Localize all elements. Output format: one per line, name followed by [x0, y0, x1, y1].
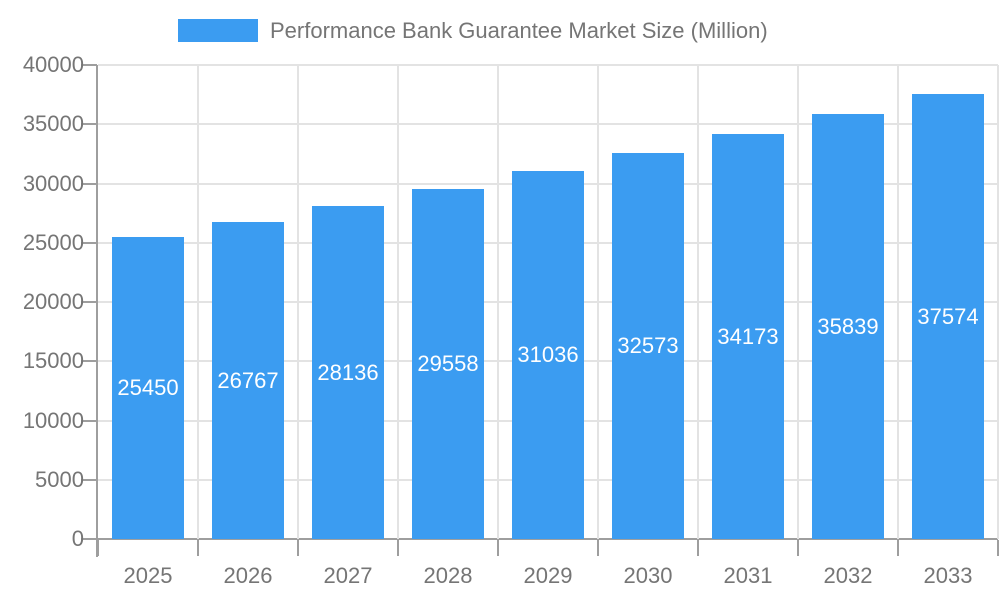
y-axis-tick	[81, 538, 97, 540]
x-axis-tick	[197, 540, 199, 556]
y-axis-tick	[81, 123, 97, 126]
bar-2033: 37574	[912, 94, 984, 539]
x-gridline	[697, 65, 699, 539]
x-axis-tick	[297, 540, 299, 556]
y-gridline	[98, 123, 998, 126]
x-axis-tick	[597, 540, 599, 556]
y-axis-tick	[81, 360, 97, 363]
x-gridline	[997, 65, 999, 539]
x-axis-tick-label: 2031	[723, 563, 773, 588]
bar-value-label: 31036	[517, 342, 579, 367]
x-gridline	[897, 65, 899, 539]
bar-value-label: 35839	[817, 313, 879, 339]
x-gridline	[397, 65, 399, 539]
x-gridline	[197, 65, 199, 539]
bar-value-label: 37574	[917, 303, 979, 329]
x-axis-tick-label: 2026	[223, 563, 273, 588]
bar-2025: 25450	[112, 237, 184, 539]
y-axis-tick-label: 5000	[35, 466, 84, 492]
bar-2026: 26767	[212, 222, 284, 539]
x-gridline	[797, 65, 799, 539]
x-axis-tick	[997, 540, 999, 556]
y-axis-tick	[81, 419, 97, 422]
legend-label: Performance Bank Guarantee Market Size (…	[270, 18, 768, 43]
x-axis-tick-label: 2027	[323, 563, 373, 588]
bar-2028: 29558	[412, 189, 484, 539]
y-axis-tick-label: 25000	[22, 229, 84, 255]
y-axis-tick-label: 30000	[22, 170, 84, 196]
x-axis-tick	[897, 540, 899, 556]
y-axis-tick	[81, 182, 97, 185]
bar-2029: 31036	[512, 171, 584, 539]
legend-swatch	[178, 19, 258, 42]
x-axis-tick-label: 2029	[523, 563, 573, 588]
bar-value-label: 28136	[317, 359, 379, 385]
x-axis-tick-label: 2033	[923, 563, 973, 588]
bar-2030: 32573	[612, 153, 684, 539]
x-axis-tick	[497, 540, 499, 556]
y-axis-tick-label: 10000	[22, 407, 84, 433]
plot-area: 25450 26767 28136 29558 31036 32573 34173 35839…	[81, 64, 999, 557]
y-axis-line	[96, 65, 98, 557]
x-axis-tick	[797, 540, 799, 556]
y-axis-tick	[81, 301, 97, 303]
x-gridline	[497, 65, 499, 539]
x-gridline	[597, 65, 599, 539]
bar-value-label: 26767	[217, 367, 279, 393]
y-axis-tick-label: 15000	[22, 348, 84, 374]
x-axis-tick-label: 2028	[423, 563, 473, 588]
bar-2027: 28136	[312, 206, 384, 539]
y-gridline	[98, 64, 998, 66]
y-axis-tick-label: 40000	[22, 52, 84, 77]
bar-value-label: 32573	[617, 333, 679, 358]
y-axis-tick	[81, 478, 97, 481]
y-axis-tick	[81, 241, 97, 244]
bar-2031: 34173	[712, 134, 784, 539]
y-axis-tick	[81, 64, 97, 66]
bar-value-label: 34173	[717, 323, 779, 349]
x-axis-tick-label: 2032	[823, 563, 873, 588]
x-axis-tick-label: 2025	[123, 563, 173, 588]
bar-value-label: 29558	[417, 351, 479, 376]
x-gridline	[297, 65, 299, 539]
y-axis-tick-label: 20000	[22, 289, 84, 314]
x-axis-tick-label: 2030	[623, 563, 673, 588]
x-axis-line	[81, 538, 998, 540]
x-axis-tick	[397, 540, 399, 556]
bar-value-label: 25450	[117, 375, 179, 400]
y-axis-tick-label: 0	[71, 526, 84, 551]
y-axis-tick-label: 35000	[22, 111, 84, 137]
bar-2032: 35839	[812, 114, 884, 539]
x-axis-tick	[697, 540, 699, 556]
x-axis-tick	[97, 540, 99, 556]
